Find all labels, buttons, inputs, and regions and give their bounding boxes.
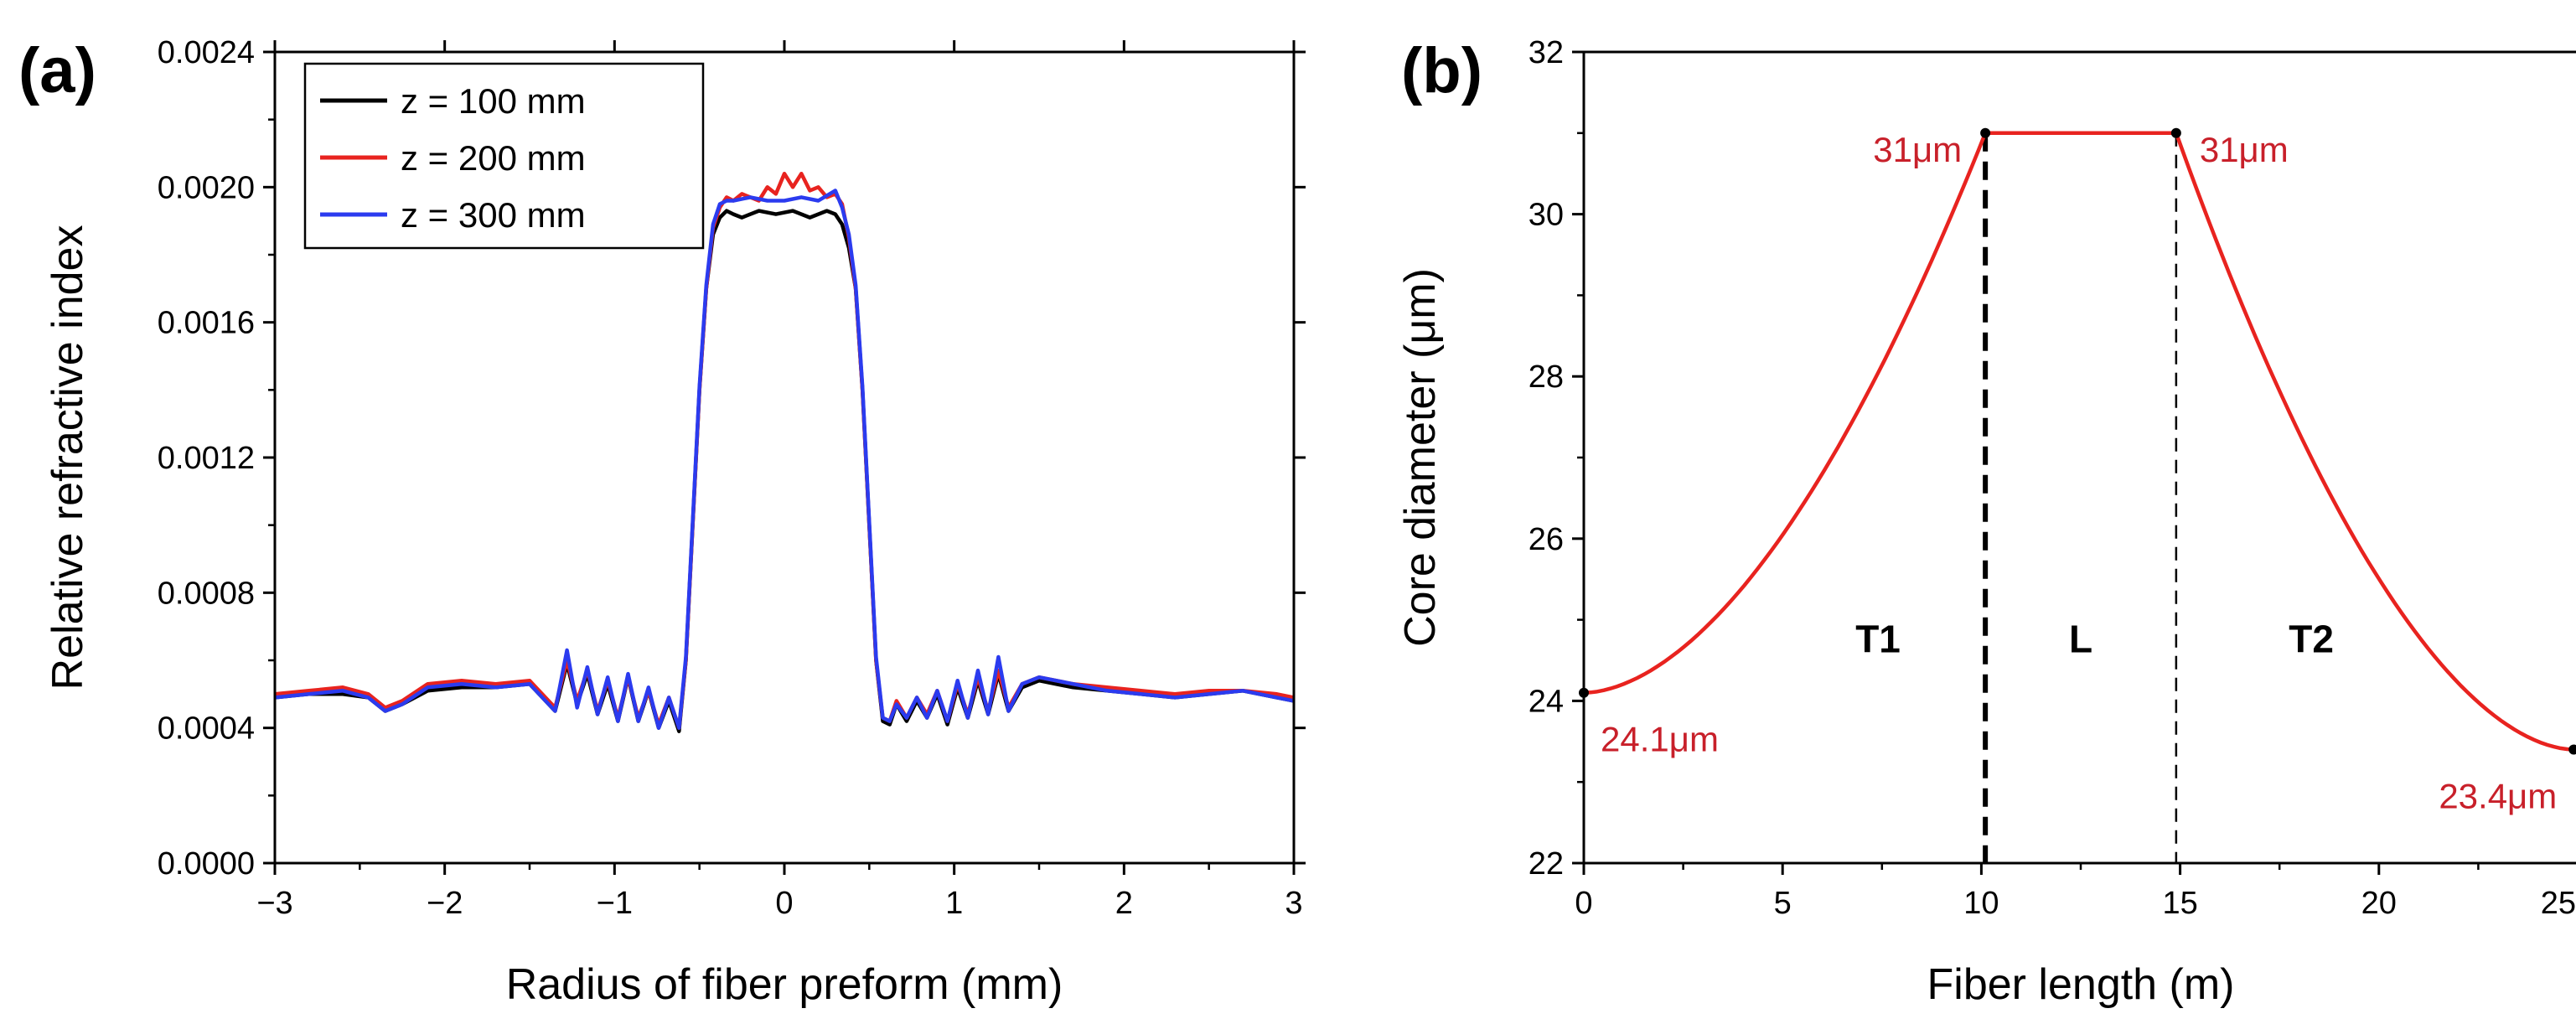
x-tick-label: 2	[1115, 886, 1133, 921]
series-line-z300	[274, 189, 1295, 730]
panel-a-axes: −3 −2 −1 0 1 2 3 0.0000 0.0004 0.0008 0.0012 0.0016…	[158, 35, 1306, 921]
panel-b-y-axis-label: Core diameter (μm)	[1396, 268, 1445, 647]
panel-a-x-axis-label: Radius of fiber preform (mm)	[506, 960, 1063, 1009]
point-label: 23.4μm	[2439, 776, 2557, 815]
panel-b-frame	[1582, 50, 2576, 865]
y-tick-label: 0.0004	[158, 711, 255, 747]
y-tick-label: 26	[1529, 522, 1564, 557]
panel-b-x-axis-label: Fiber length (m)	[1927, 960, 2235, 1009]
y-tick-label: 22	[1529, 846, 1564, 882]
region-label-t1: T1	[1855, 617, 1901, 660]
y-tick-label: 32	[1529, 35, 1564, 70]
panel-a-refractive-index-chart: (a) −3 −2 −1 0 1 2 3 0.0000 0.0004 0.0008 0.0012 0.…	[18, 35, 1306, 1009]
data-point	[2568, 744, 2576, 755]
x-tick-label: −2	[427, 886, 463, 921]
panel-a-label: (a)	[18, 35, 96, 106]
panel-b-label: (b)	[1401, 35, 1482, 106]
y-tick-label: 0.0016	[158, 306, 255, 341]
series-line-z100	[274, 209, 1295, 733]
point-label: 24.1μm	[1601, 720, 1719, 759]
region-label-t2: T2	[2289, 617, 2334, 660]
x-tick-label: 0	[775, 886, 793, 921]
panel-a-series	[274, 171, 1295, 733]
panel-b-axes: 0 5 10 15 20 25 22 24 26 28 30 32	[1529, 35, 2576, 921]
data-point	[1980, 127, 1991, 138]
y-tick-label: 0.0012	[158, 441, 255, 476]
x-tick-label: 20	[2361, 886, 2397, 921]
legend-entry: z = 300 mm	[401, 195, 586, 235]
x-tick-label: 5	[1774, 886, 1792, 921]
x-tick-label: 1	[945, 886, 963, 921]
legend-entry: z = 100 mm	[401, 81, 586, 121]
point-label: 31μm	[2200, 130, 2289, 169]
panel-b-core-diameter-chart: (b) 0 5 10 15 20 25 22 24 26 28 30 32 24.1μm 31μm 31μ…	[1396, 35, 2576, 1009]
x-tick-label: 3	[1285, 886, 1302, 921]
x-tick-label: −3	[256, 886, 292, 921]
panel-b-series: 24.1μm 31μm 31μm 23.4μm T1 L T2	[1579, 127, 2576, 863]
point-label: 31μm	[1873, 130, 1962, 169]
y-tick-label: 0.0008	[158, 576, 255, 611]
y-tick-label: 24	[1529, 684, 1564, 719]
section-t1-curve	[1583, 132, 1988, 695]
region-label-l: L	[2069, 617, 2092, 660]
section-t2-curve	[2174, 132, 2574, 752]
panel-a-frame	[273, 50, 1296, 865]
y-tick-label: 28	[1529, 359, 1564, 395]
panel-a-y-axis-label: Relative refractive index	[44, 225, 92, 690]
x-tick-label: 0	[1575, 886, 1592, 921]
series-line-z200	[274, 171, 1295, 730]
y-tick-label: 0.0020	[158, 170, 255, 205]
x-tick-label: 10	[1963, 886, 1999, 921]
x-tick-label: 25	[2541, 886, 2576, 921]
y-tick-label: 30	[1529, 198, 1564, 233]
panel-a-legend: z = 100 mm z = 200 mm z = 300 mm	[303, 62, 705, 250]
x-tick-label: 15	[2162, 886, 2197, 921]
y-tick-label: 0.0000	[158, 846, 255, 882]
y-tick-label: 0.0024	[158, 35, 255, 70]
data-point	[2170, 127, 2181, 138]
legend-entry: z = 200 mm	[401, 138, 586, 178]
x-tick-label: −1	[597, 886, 633, 921]
